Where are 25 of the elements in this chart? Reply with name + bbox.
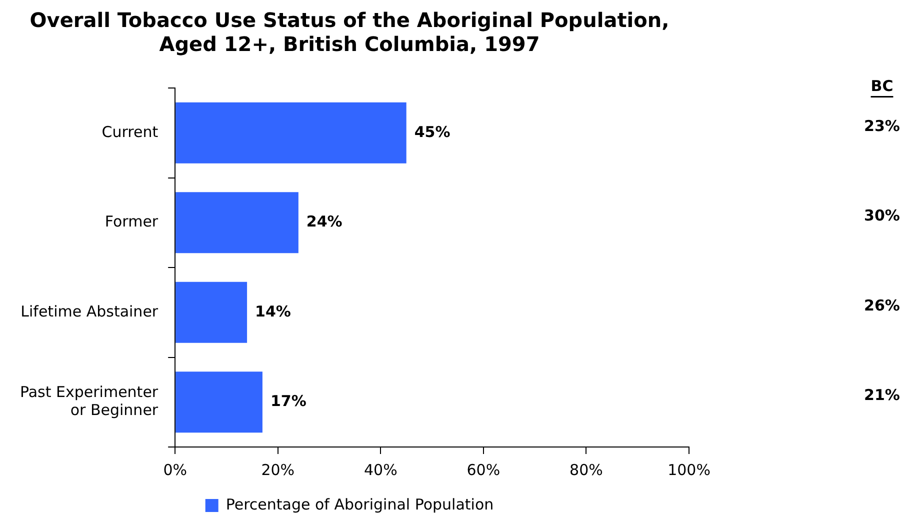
data-label: 17% <box>270 392 306 410</box>
x-tick-label: 40% <box>364 460 398 479</box>
text: 26% <box>864 296 900 314</box>
bar <box>176 372 262 433</box>
x-tick-label: 20% <box>261 460 295 479</box>
text: BC <box>870 76 894 95</box>
y-tick-label: Past Experimenter or Beginner <box>20 383 159 420</box>
data-label: 45% <box>414 122 450 141</box>
text: 21% <box>864 386 900 404</box>
data-label: 24% <box>306 212 342 231</box>
bar <box>176 102 406 164</box>
bar <box>176 192 298 254</box>
x-tick-label: 0% <box>163 460 187 479</box>
text: 23% <box>864 116 900 135</box>
x-tick-label: 100% <box>668 460 710 479</box>
x-tick-label: 60% <box>466 460 500 479</box>
y-tick-label: Current <box>102 122 158 141</box>
x-tick-label: 80% <box>570 460 603 479</box>
y-tick-label: Lifetime Abstainer <box>20 302 159 320</box>
legend-label: Percentage of Aboriginal Population <box>226 495 494 514</box>
text: 30% <box>864 206 900 225</box>
chart-title: Overall Tobacco Use Status of the Aboriginal Population, Aged 12+, British Columbia, 1997 <box>30 8 670 56</box>
data-label: 14% <box>255 302 291 320</box>
bar <box>176 282 248 343</box>
y-tick-label: Former <box>104 212 159 231</box>
